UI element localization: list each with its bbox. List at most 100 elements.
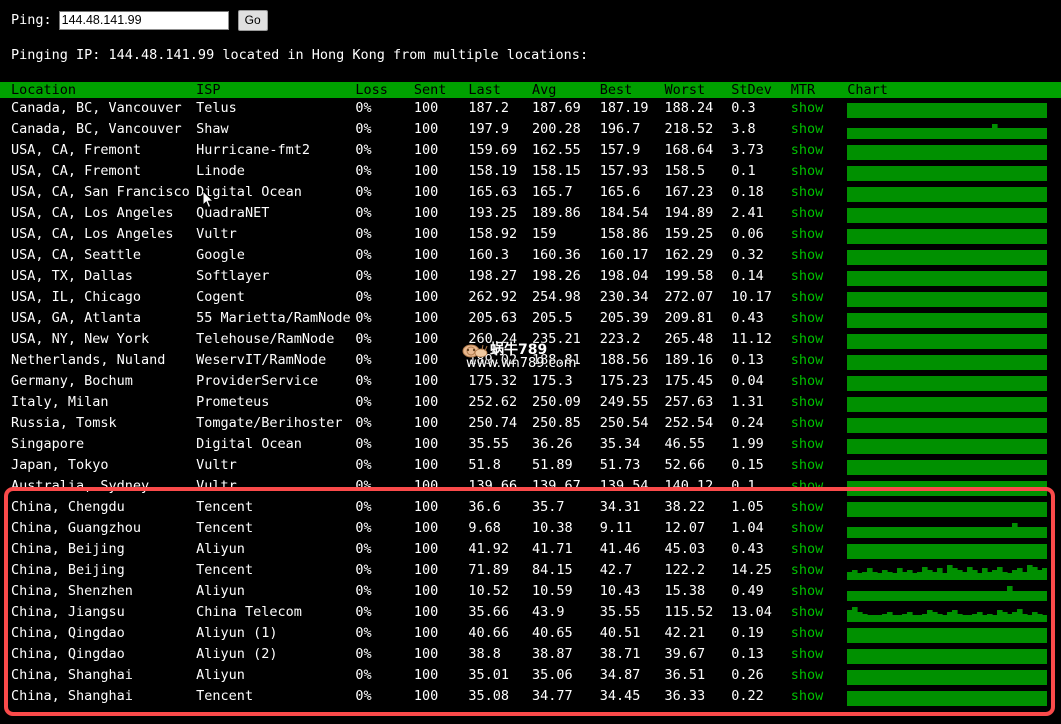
table-cell-mtr: show — [790, 287, 848, 308]
table-cell-mtr: show — [790, 644, 848, 665]
table-cell-chart — [847, 140, 1061, 161]
go-button[interactable]: Go — [237, 9, 268, 31]
table-cell-mtr: show — [790, 413, 848, 434]
ping-label: Ping: — [11, 12, 52, 28]
mtr-show-link[interactable]: show — [790, 688, 824, 704]
table-cell-sent: 100 — [413, 119, 469, 140]
table-cell-avg: 160.36 — [531, 245, 600, 266]
column-header-last[interactable]: Last — [468, 82, 532, 98]
column-header-loss[interactable]: Loss — [355, 82, 414, 98]
mtr-show-link[interactable]: show — [790, 289, 824, 305]
table-cell-best: 223.2 — [599, 329, 665, 350]
table-cell-stdev: 2.41 — [731, 203, 791, 224]
mtr-show-link[interactable]: show — [790, 520, 824, 536]
column-header-avg[interactable]: Avg — [531, 82, 600, 98]
table-cell-best: 160.17 — [599, 245, 665, 266]
latency-sparkline — [847, 690, 1048, 706]
mtr-show-link[interactable]: show — [790, 142, 824, 158]
mtr-show-link[interactable]: show — [790, 394, 824, 410]
column-header-mtr[interactable]: MTR — [790, 82, 848, 98]
table-cell-worst: 36.51 — [664, 665, 732, 686]
column-header-chart[interactable]: Chart — [847, 82, 1061, 98]
table-cell-worst: 175.45 — [664, 371, 732, 392]
table-cell-isp: Tencent — [196, 497, 356, 518]
column-header-worst[interactable]: Worst — [664, 82, 732, 98]
table-cell-loss: 0% — [355, 644, 414, 665]
table-cell-loss: 0% — [355, 518, 414, 539]
mtr-show-link[interactable]: show — [790, 310, 824, 326]
table-cell-worst: 52.66 — [664, 455, 732, 476]
table-cell-loss: 0% — [355, 434, 414, 455]
table-cell-last: 35.66 — [468, 602, 532, 623]
table-cell-best: 230.34 — [599, 287, 665, 308]
ping-toolbar: Ping: Go — [0, 0, 1061, 40]
table-cell-chart — [847, 434, 1061, 455]
table-row: Canada, BC, Vancouver Shaw 0% 100 197.9 200.2… — [0, 119, 1061, 140]
latency-sparkline — [847, 669, 1048, 685]
table-cell-sent: 100 — [413, 371, 469, 392]
ping-results-table: Location ISP Loss Sent Last Avg Best Wor… — [0, 82, 1061, 707]
table-cell-last: 197.9 — [468, 119, 532, 140]
table-cell-loss: 0% — [355, 392, 414, 413]
mtr-show-link[interactable]: show — [790, 226, 824, 242]
table-cell-mtr: show — [790, 623, 848, 644]
table-cell-location: Australia, Sydney — [0, 476, 197, 497]
table-cell-location: Japan, Tokyo — [0, 455, 197, 476]
table-cell-stdev: 0.22 — [731, 686, 791, 707]
table-cell-best: 249.55 — [599, 392, 665, 413]
mtr-show-link[interactable]: show — [790, 499, 824, 515]
mtr-show-link[interactable]: show — [790, 415, 824, 431]
table-cell-chart — [847, 623, 1061, 644]
table-cell-mtr: show — [790, 161, 848, 182]
mtr-show-link[interactable]: show — [790, 352, 824, 368]
latency-sparkline — [847, 396, 1048, 412]
table-row: Netherlands, Nuland WeservIT/RamNode 0% 100… — [0, 350, 1061, 371]
table-cell-worst: 115.52 — [664, 602, 732, 623]
mtr-show-link[interactable]: show — [790, 436, 824, 452]
table-cell-isp: Tencent — [196, 686, 356, 707]
mtr-show-link[interactable]: show — [790, 373, 824, 389]
mtr-show-link[interactable]: show — [790, 205, 824, 221]
column-header-stdev[interactable]: StDev — [731, 82, 791, 98]
column-header-sent[interactable]: Sent — [413, 82, 469, 98]
mtr-show-link[interactable]: show — [790, 457, 824, 473]
mtr-show-link[interactable]: show — [790, 247, 824, 263]
table-cell-chart — [847, 203, 1061, 224]
mtr-show-link[interactable]: show — [790, 646, 824, 662]
table-cell-best: 35.34 — [599, 434, 665, 455]
mtr-show-link[interactable]: show — [790, 268, 824, 284]
table-cell-isp: Vultr — [196, 224, 356, 245]
mtr-show-link[interactable]: show — [790, 100, 824, 116]
mtr-show-link[interactable]: show — [790, 667, 824, 683]
mtr-show-link[interactable]: show — [790, 625, 824, 641]
table-cell-location: China, Jiangsu — [0, 602, 197, 623]
latency-sparkline — [847, 627, 1048, 643]
table-cell-stdev: 10.17 — [731, 287, 791, 308]
mtr-show-link[interactable]: show — [790, 583, 824, 599]
table-cell-stdev: 0.3 — [731, 98, 791, 119]
table-cell-avg: 10.59 — [531, 581, 600, 602]
ping-ip-input[interactable] — [58, 10, 229, 30]
mtr-show-link[interactable]: show — [790, 604, 824, 620]
mtr-show-link[interactable]: show — [790, 163, 824, 179]
mtr-show-link[interactable]: show — [790, 184, 824, 200]
table-cell-mtr: show — [790, 392, 848, 413]
mtr-show-link[interactable]: show — [790, 121, 824, 137]
table-row: USA, CA, Seattle Google 0% 100 160.3 160.36 16… — [0, 245, 1061, 266]
mtr-show-link[interactable]: show — [790, 562, 824, 578]
column-header-isp[interactable]: ISP — [196, 82, 356, 98]
table-cell-chart — [847, 581, 1061, 602]
table-cell-stdev: 1.31 — [731, 392, 791, 413]
latency-sparkline — [847, 417, 1048, 433]
table-cell-worst: 39.67 — [664, 644, 732, 665]
mtr-show-link[interactable]: show — [790, 478, 824, 494]
mtr-show-link[interactable]: show — [790, 541, 824, 557]
column-header-best[interactable]: Best — [599, 82, 665, 98]
table-cell-loss: 0% — [355, 308, 414, 329]
table-cell-isp: Aliyun — [196, 665, 356, 686]
table-cell-stdev: 3.73 — [731, 140, 791, 161]
table-cell-sent: 100 — [413, 623, 469, 644]
column-header-location[interactable]: Location — [0, 82, 197, 98]
table-cell-stdev: 11.12 — [731, 329, 791, 350]
mtr-show-link[interactable]: show — [790, 331, 824, 347]
